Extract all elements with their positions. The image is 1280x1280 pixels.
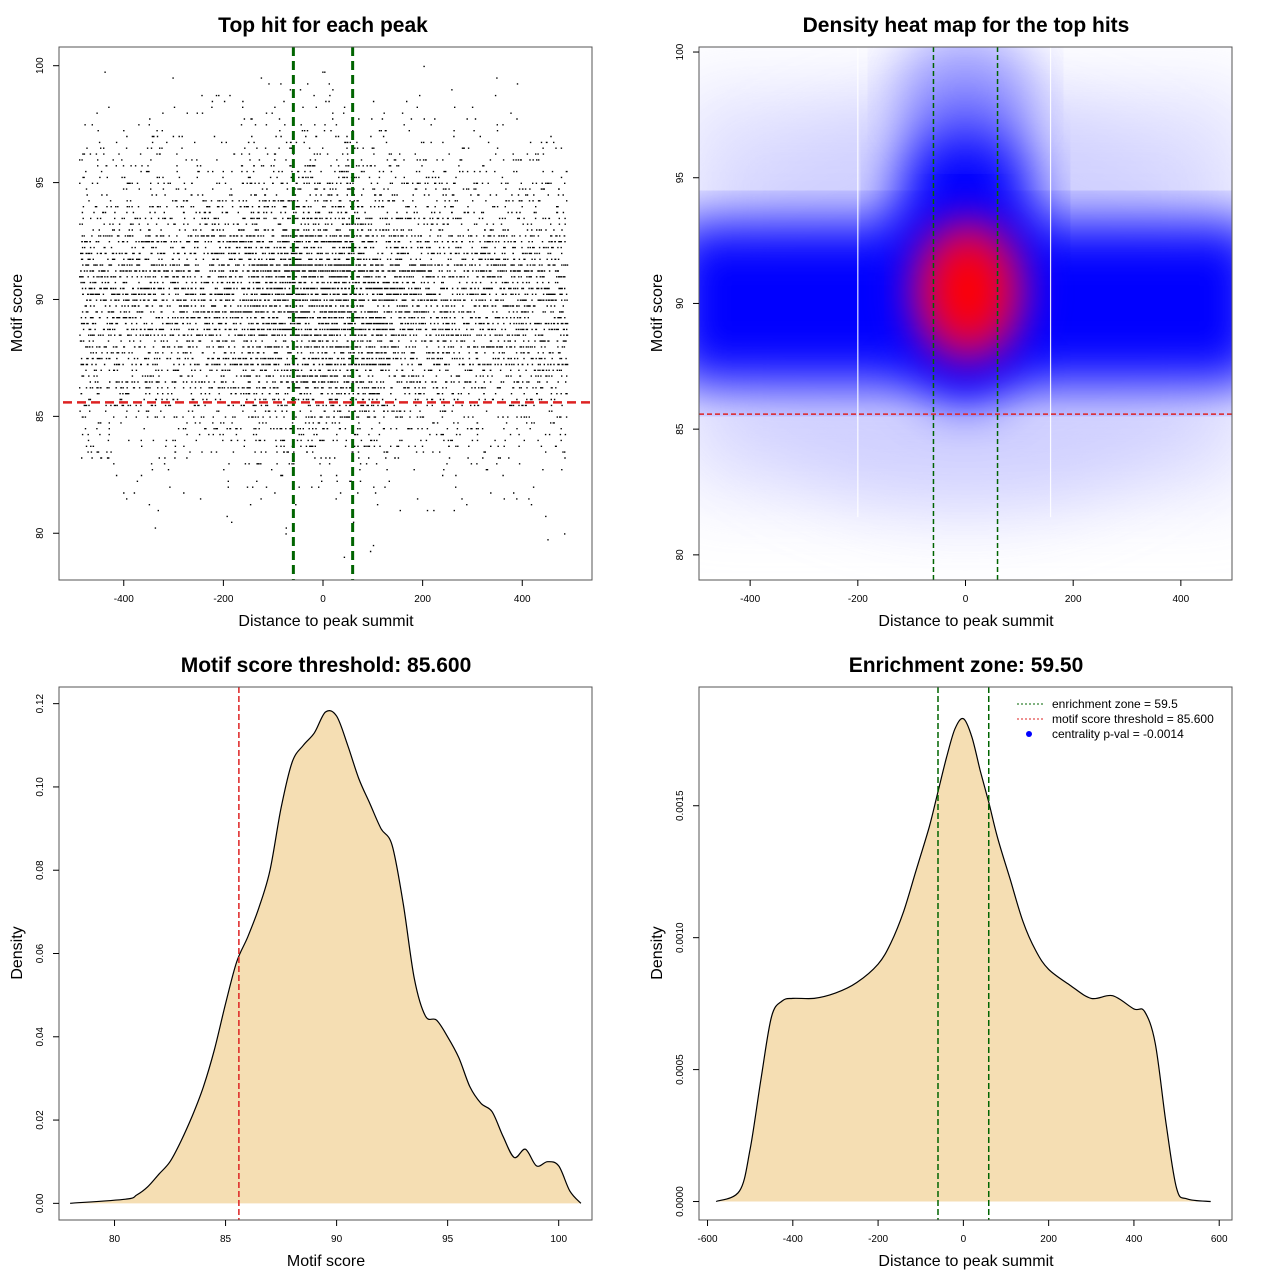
score-density-fill [70,710,581,1204]
y-tick-label: 0.0005 [675,1054,686,1085]
y-tick-label: 90 [675,297,686,309]
legend-enrichment-label: enrichment zone = 59.5 [1052,697,1178,711]
density-blue-top [895,47,1036,150]
x-tick-label: 400 [1173,594,1190,605]
x-tick-label: 0 [963,594,969,605]
x-tick-label: 200 [1065,594,1082,605]
legend-pval-marker [1026,731,1032,737]
scatter-point-cloud [79,65,569,558]
panel-score-density: Motif score threshold: 85.600 80 85 90 95 10… [9,654,593,1270]
x-tick-label: 100 [550,1234,567,1245]
y-tick-label: 0.00 [35,1193,46,1213]
scatter-points [79,65,569,558]
distance-density-title: Enrichment zone: 59.50 [849,654,1084,677]
scatter-x-axis-label: Distance to peak summit [238,613,414,630]
y-tick-label: 0.12 [35,693,46,713]
x-tick-label: -600 [698,1234,718,1245]
score-density-curve [70,687,582,1220]
y-tick-label: 95 [675,172,686,184]
distance-density-axes: -600 -400 -200 0 200 400 600 0.0000 0.0005 0.0010… [675,790,1228,1245]
panel-scatter: Top hit for each peak -400 -200 0 200 400 80 8… [9,14,593,630]
scatter-title: Top hit for each peak [218,14,428,37]
distance-density-line [715,717,1211,1203]
y-tick-label: 100 [35,57,46,74]
y-tick-label: 0.0000 [675,1186,686,1217]
score-density-line [70,710,582,1204]
y-tick-label: 80 [35,527,46,539]
x-tick-label: 200 [414,594,431,605]
panel-distance-density: Enrichment zone: 59.50 -600 -400 -200 0 200 4… [649,654,1233,1270]
distance-density-plot-frame [698,686,1233,1221]
scatter-reference-lines [59,47,592,580]
y-tick-label: 85 [675,423,686,435]
x-tick-label: -400 [740,594,760,605]
x-tick-label: 400 [1126,1234,1143,1245]
scatter-y-axis-label: Motif score [9,274,26,352]
legend-threshold-label: motif score threshold = 85.600 [1052,712,1214,726]
y-tick-label: 0.0010 [675,922,686,953]
y-tick-label: 80 [675,549,686,561]
y-tick-label: 85 [35,410,46,422]
scatter-plot-frame [58,46,593,581]
x-tick-label: 85 [220,1234,232,1245]
x-tick-label: 600 [1211,1234,1228,1245]
x-tick-label: -400 [114,594,134,605]
y-tick-label: 0.02 [35,1110,46,1130]
x-tick-label: 400 [514,594,531,605]
y-tick-label: 100 [675,43,686,60]
legend-pval-label: centrality p-val = -0.0014 [1052,727,1184,741]
y-tick-label: 0.08 [35,860,46,880]
x-tick-label: 80 [109,1234,121,1245]
panel-heatmap: Density heat map for the top hits -400 -2… [649,14,1233,630]
score-density-axes: 80 85 90 95 100 0.00 0.02 0.04 0.06 0.08 0.10 0.12 [35,693,567,1245]
y-tick-label: 0.10 [35,777,46,797]
heatmap-x-axis-label: Distance to peak summit [878,613,1054,630]
score-density-x-axis-label: Motif score [287,1253,365,1270]
x-tick-label: 95 [442,1234,454,1245]
y-tick-label: 90 [35,293,46,305]
x-tick-label: -400 [783,1234,803,1245]
distance-density-x-axis-label: Distance to peak summit [878,1253,1054,1270]
x-tick-label: -200 [868,1234,888,1245]
heatmap-reference-lines [699,47,1232,580]
x-tick-label: 0 [961,1234,967,1245]
heatmap-density [699,47,1232,580]
score-density-y-axis-label: Density [9,926,26,979]
y-tick-label: 0.0015 [675,790,686,821]
x-tick-label: -200 [213,594,233,605]
heatmap-y-axis-label: Motif score [649,274,666,352]
heatmap-axes: -400 -200 0 200 400 80 85 90 95 100 [675,43,1190,605]
legend: enrichment zone = 59.5 motif score thres… [1017,697,1214,741]
density-hotspot [926,232,1011,349]
y-tick-label: 0.04 [35,1027,46,1047]
heatmap-title: Density heat map for the top hits [803,14,1130,37]
y-tick-label: 0.06 [35,943,46,963]
distance-density-curve [715,687,1211,1220]
distance-density-fill [716,718,1211,1202]
distance-density-y-axis-label: Density [649,926,666,979]
y-tick-label: 95 [35,177,46,189]
x-tick-label: -200 [848,594,868,605]
score-density-title: Motif score threshold: 85.600 [181,654,472,677]
scatter-axes: -400 -200 0 200 400 80 85 90 95 100 [35,57,531,605]
x-tick-label: 90 [331,1234,343,1245]
x-tick-label: 200 [1040,1234,1057,1245]
x-tick-label: 0 [320,594,326,605]
